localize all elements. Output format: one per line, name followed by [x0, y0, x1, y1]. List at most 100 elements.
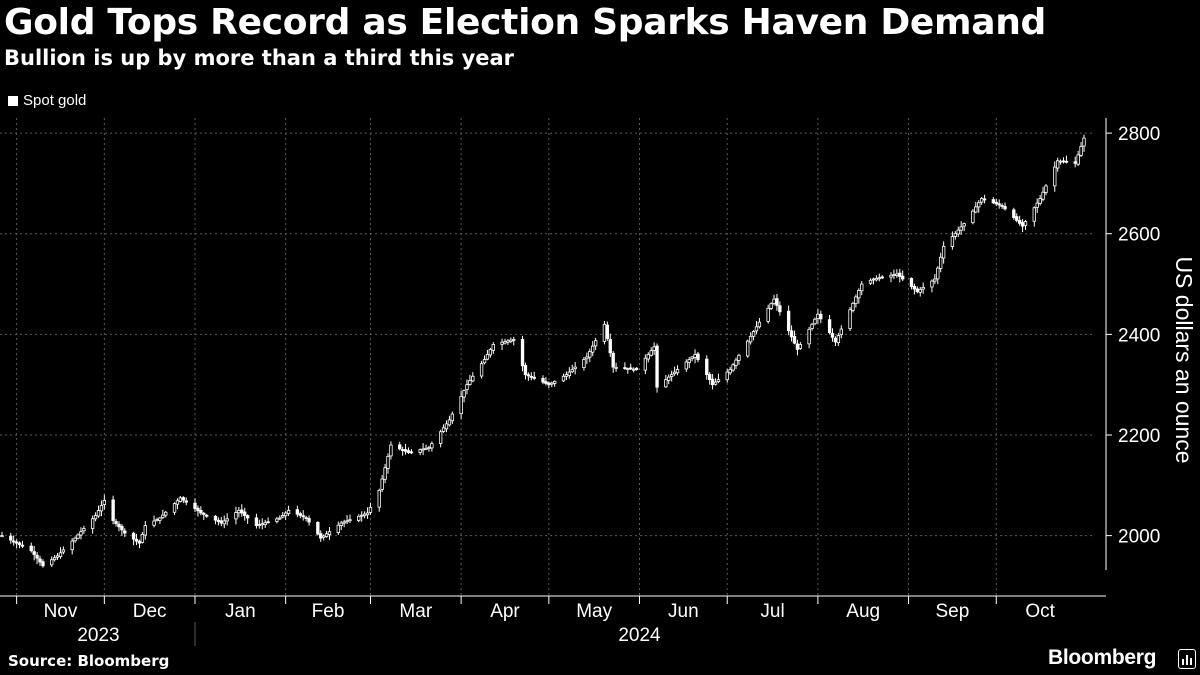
candle-body	[851, 302, 855, 311]
y-tick-label-2800: 2800	[1118, 124, 1160, 145]
candle-body	[889, 274, 893, 278]
x-tick-label-mar: Mar	[399, 601, 432, 622]
candle-body	[693, 354, 697, 358]
candle	[854, 294, 858, 308]
x-year-label-2024: 2024	[618, 625, 661, 646]
candle	[731, 362, 735, 372]
candle-body	[96, 510, 101, 517]
candle-body	[748, 335, 753, 343]
candle	[164, 510, 168, 518]
candle	[652, 342, 656, 356]
candle-body	[570, 369, 574, 373]
candle	[316, 521, 320, 536]
candle	[222, 515, 226, 529]
candle-body	[196, 507, 200, 512]
candle	[629, 363, 633, 370]
candle	[199, 506, 203, 516]
candle	[140, 532, 145, 544]
candle	[836, 332, 841, 346]
candle	[365, 507, 370, 519]
candle-body	[669, 374, 674, 378]
candle	[953, 231, 958, 240]
candle-body	[898, 272, 902, 277]
candle	[421, 443, 425, 456]
candle-body	[29, 545, 33, 552]
candle	[398, 441, 402, 451]
candle	[123, 528, 127, 538]
candle-body	[403, 449, 408, 452]
candle	[757, 318, 762, 329]
candle	[649, 347, 653, 357]
candle-body	[819, 313, 823, 320]
candle-body	[398, 444, 402, 450]
candle-body	[813, 318, 817, 325]
candle-body	[1073, 161, 1077, 164]
candle-body	[389, 444, 393, 457]
candle	[646, 352, 650, 363]
candle	[327, 526, 332, 540]
candle	[693, 349, 697, 364]
candle-body	[424, 447, 428, 450]
candle	[977, 200, 981, 213]
candle-body	[912, 285, 917, 290]
candle	[1082, 134, 1086, 152]
candle-body	[482, 359, 487, 364]
candle-body	[263, 522, 267, 525]
candle-body	[553, 380, 557, 384]
candle	[1035, 198, 1039, 213]
candle-body	[120, 525, 124, 531]
candle-body	[1017, 220, 1022, 224]
candle	[1000, 203, 1004, 209]
candle-body	[1000, 205, 1004, 207]
candle-body	[880, 276, 884, 279]
candle-body	[79, 531, 83, 536]
candle-body	[915, 288, 919, 292]
candle-body	[386, 455, 390, 469]
candle-body	[237, 510, 241, 514]
candle	[158, 516, 162, 525]
candle-body	[725, 371, 729, 381]
candle-body	[520, 339, 525, 367]
candle	[827, 314, 832, 335]
candle-body	[61, 549, 66, 553]
candle-body	[12, 540, 16, 543]
candle	[193, 498, 197, 512]
candle	[196, 505, 200, 517]
candle	[1038, 194, 1042, 206]
candle	[485, 349, 490, 361]
candle-body	[485, 354, 490, 360]
candle-body	[441, 427, 446, 432]
candle	[877, 273, 881, 282]
candle	[634, 367, 639, 371]
candle-body	[357, 515, 361, 521]
candle	[728, 366, 732, 376]
candle	[152, 515, 156, 528]
candle	[1041, 186, 1045, 202]
candle-body	[459, 396, 463, 415]
candle	[383, 463, 387, 484]
candle	[52, 555, 57, 562]
candle	[667, 374, 671, 384]
x-tick-label-dec: Dec	[133, 601, 167, 622]
candle	[304, 515, 308, 522]
candle	[611, 351, 615, 373]
candle	[1023, 219, 1028, 230]
candle-body	[833, 337, 838, 343]
candle	[918, 286, 922, 297]
candle-body	[205, 514, 209, 517]
candle-body	[786, 310, 791, 331]
candle	[82, 525, 86, 534]
candle-body	[901, 275, 905, 280]
x-tick-label-apr: Apr	[490, 601, 520, 622]
candle-body	[746, 340, 750, 357]
candle	[240, 504, 244, 517]
candle-body	[58, 552, 63, 557]
candle-body	[1082, 137, 1086, 147]
candle	[143, 520, 147, 540]
candle	[102, 494, 107, 510]
legend-label-spot-gold: Spot gold	[23, 92, 87, 109]
candle-body	[716, 379, 721, 382]
candle	[994, 198, 998, 207]
candle-body	[593, 340, 598, 347]
candle-body	[839, 328, 843, 336]
